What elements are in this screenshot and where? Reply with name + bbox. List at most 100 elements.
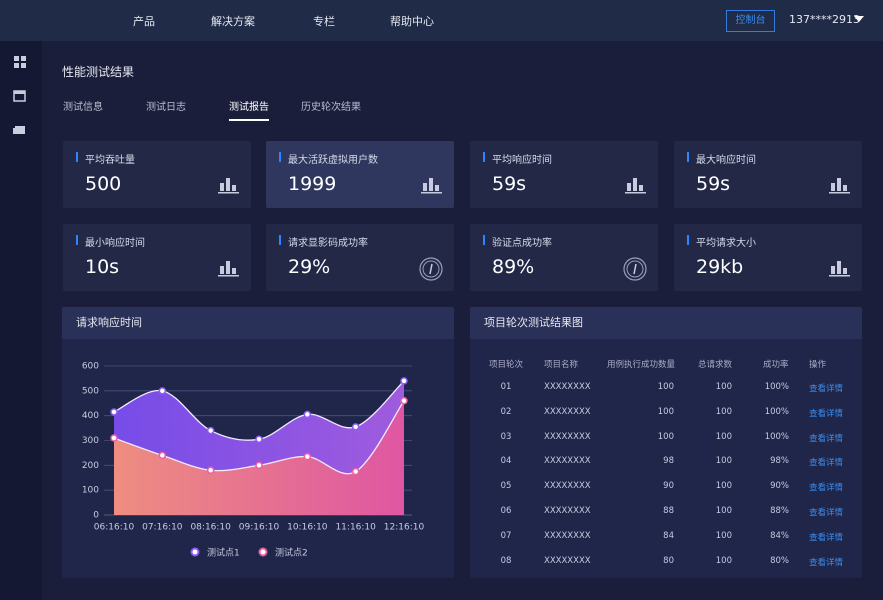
- stat-card: 平均响应时间 59s: [470, 141, 658, 208]
- table-cell: 01: [500, 382, 512, 392]
- table-cell: 80%: [770, 555, 789, 566]
- top-nav: 产品 解决方案 专栏 帮助中心 控制台 137****2913: [0, 0, 883, 41]
- card-accent: [76, 235, 78, 245]
- card-accent: [687, 235, 689, 245]
- card-label: 平均吞吐量: [85, 155, 135, 166]
- table-cell: 100: [657, 382, 674, 392]
- stat-card: 最大活跃虚拟用户数 1999: [266, 141, 454, 208]
- table-cell: 100: [715, 406, 732, 417]
- detail-link[interactable]: 查看详情: [809, 532, 844, 543]
- tab[interactable]: 历史轮次结果: [301, 102, 361, 113]
- stat-card: 验证点成功率 89%: [470, 224, 658, 291]
- detail-link[interactable]: 查看详情: [809, 433, 844, 444]
- card-label: 最大响应时间: [696, 155, 756, 166]
- card-icon: [419, 257, 443, 285]
- table-cell: 88: [663, 506, 674, 516]
- table-cell: 90: [663, 481, 674, 492]
- card-value: 10s: [85, 256, 120, 278]
- card-label: 请求显影码成功率: [288, 238, 368, 249]
- y-tick-label: 200: [82, 461, 99, 471]
- table-cell: 84%: [770, 530, 789, 541]
- page-title: 性能测试结果: [62, 65, 135, 79]
- table-header: 总请求数: [698, 360, 733, 370]
- table-cell: 04: [500, 456, 512, 467]
- nav-item[interactable]: 解决方案: [211, 15, 255, 28]
- card-value: 500: [85, 173, 122, 195]
- card-value: 89%: [492, 256, 535, 278]
- user-name[interactable]: 137****2913: [789, 13, 860, 26]
- detail-link[interactable]: 查看详情: [809, 458, 844, 469]
- data-point: [303, 410, 312, 419]
- data-point: [400, 377, 408, 385]
- table-cell: 100: [657, 431, 674, 442]
- data-point: [255, 461, 263, 470]
- table-cell: 98: [663, 456, 674, 467]
- nav-item[interactable]: 产品: [133, 15, 155, 28]
- card-value: 29kb: [696, 256, 744, 278]
- x-tick-label: 11:16:10: [335, 523, 376, 533]
- card-value: 59s: [492, 173, 527, 195]
- card-icon: [829, 176, 851, 198]
- card-value: 59s: [696, 173, 731, 195]
- card-value: 29%: [288, 256, 331, 278]
- x-tick-label: 06:16:10: [94, 523, 135, 533]
- card-accent: [687, 152, 689, 162]
- data-point: [206, 426, 215, 435]
- table-header: 成功率: [763, 360, 789, 370]
- data-point: [303, 452, 312, 461]
- legend-label: 测试点2: [275, 547, 308, 559]
- card-label: 最大活跃虚拟用户数: [288, 155, 378, 166]
- data-point: [158, 387, 167, 395]
- data-point: [351, 467, 360, 476]
- table-cell: 98%: [770, 456, 789, 467]
- nav-item[interactable]: 专栏: [313, 15, 335, 28]
- stat-card: 请求显影码成功率 29%: [266, 224, 454, 291]
- table-cell: 05: [500, 481, 512, 492]
- tab[interactable]: 测试信息: [63, 102, 103, 113]
- table-cell: 100%: [764, 382, 789, 392]
- table-cell: 100: [715, 431, 732, 442]
- data-point: [351, 423, 360, 431]
- table-cell: XXXXXXXX: [544, 506, 591, 516]
- nav-item[interactable]: 帮助中心: [390, 15, 434, 28]
- x-tick-label: 09:16:10: [239, 523, 280, 533]
- console-button[interactable]: 控制台: [726, 10, 775, 32]
- card-icon: [218, 176, 240, 198]
- data-point: [158, 451, 167, 460]
- stat-card: 平均吞吐量 500: [63, 141, 251, 208]
- detail-link[interactable]: 查看详情: [809, 384, 844, 394]
- table-cell: XXXXXXXX: [544, 555, 591, 566]
- table-cell: 100: [715, 382, 732, 392]
- card-icon: [829, 259, 851, 281]
- card-label: 平均请求大小: [696, 238, 756, 249]
- card-label: 最小响应时间: [85, 238, 145, 249]
- tab[interactable]: 测试日志: [146, 102, 186, 113]
- table-cell: 100: [715, 555, 732, 566]
- dropdown-icon[interactable]: [854, 16, 864, 23]
- table-header: 操作: [809, 360, 827, 370]
- data-point: [110, 408, 118, 416]
- table-panel: 项目轮次测试结果图 项目轮次 项目名称 用例执行成功数量 总请求数 成功率 操作 01 XXX…: [470, 307, 862, 578]
- table-cell: 03: [500, 431, 512, 442]
- y-tick-label: 0: [93, 511, 99, 521]
- detail-link[interactable]: 查看详情: [809, 408, 844, 419]
- table-cell: 100: [715, 530, 732, 541]
- detail-link[interactable]: 查看详情: [809, 557, 844, 568]
- y-tick-label: 300: [82, 436, 99, 446]
- card-accent: [483, 152, 485, 162]
- detail-link[interactable]: 查看详情: [809, 508, 844, 518]
- table-cell: 100: [657, 406, 674, 417]
- card-icon: [218, 259, 240, 281]
- card-accent: [279, 235, 281, 245]
- x-tick-label: 10:16:10: [287, 523, 328, 533]
- legend-marker: [190, 547, 200, 557]
- x-tick-label: 07:16:10: [142, 523, 183, 533]
- table-header: 用例执行成功数量: [607, 360, 676, 370]
- table-cell: 08: [500, 555, 512, 566]
- card-accent: [279, 152, 281, 162]
- tab[interactable]: 测试报告: [229, 98, 269, 121]
- detail-link[interactable]: 查看详情: [809, 483, 844, 494]
- card-accent: [483, 235, 485, 245]
- table-header: 项目轮次: [488, 360, 523, 370]
